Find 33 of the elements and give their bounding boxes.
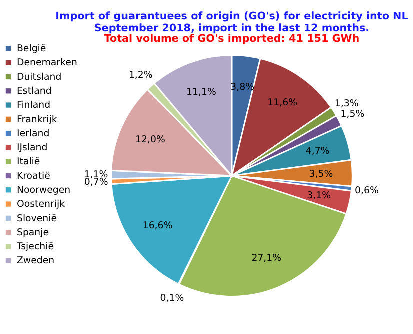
- data-label: 27,1%: [252, 253, 282, 264]
- chart-subtitle: Total volume of GO's imported: 41 151 GWh: [104, 33, 360, 46]
- legend-label: Frankrijk: [16, 114, 58, 126]
- legend-label: België: [16, 44, 46, 55]
- text: September 2018, import in the last 12 months.: [94, 22, 370, 35]
- data-label: 0,1%: [160, 292, 184, 304]
- legend-label: Ierland: [16, 128, 50, 140]
- data-label: 3,1%: [307, 190, 332, 202]
- text: Import of guarantuees of origin (GO's) for electricity into NL: [56, 10, 408, 22]
- legend-label: Oostenrijk: [16, 199, 66, 210]
- legend-label: Spanje: [16, 227, 50, 238]
- data-label: 16,6%: [142, 220, 173, 232]
- data-label: 11,1%: [186, 86, 216, 98]
- data-label: 4,7%: [306, 146, 330, 158]
- legend-label: Finland: [16, 100, 51, 112]
- legend-label: Denemarken: [16, 58, 78, 69]
- data-label: 1,5%: [340, 108, 365, 120]
- legend-label: Tsjechië: [16, 242, 54, 253]
- data-label: 3,5%: [309, 168, 334, 180]
- legend-label: IJsland: [16, 142, 48, 154]
- legend-label: Noorwegen: [16, 184, 71, 196]
- legend-label: Estland: [16, 86, 52, 97]
- legend-label: Kroatië: [16, 170, 51, 182]
- data-label: 1,3%: [334, 98, 359, 110]
- legend-label: Duitsland: [16, 72, 62, 83]
- data-label: 12,0%: [136, 134, 166, 146]
- data-label: 0,7%: [84, 177, 108, 188]
- data-label: 0,6%: [355, 185, 379, 196]
- legend-label: Italië: [16, 156, 40, 168]
- data-label: 11,6%: [268, 97, 298, 108]
- data-label: 1,2%: [128, 70, 153, 82]
- legend-label: Slovenië: [16, 213, 58, 224]
- legend-label: Zweden: [16, 256, 55, 267]
